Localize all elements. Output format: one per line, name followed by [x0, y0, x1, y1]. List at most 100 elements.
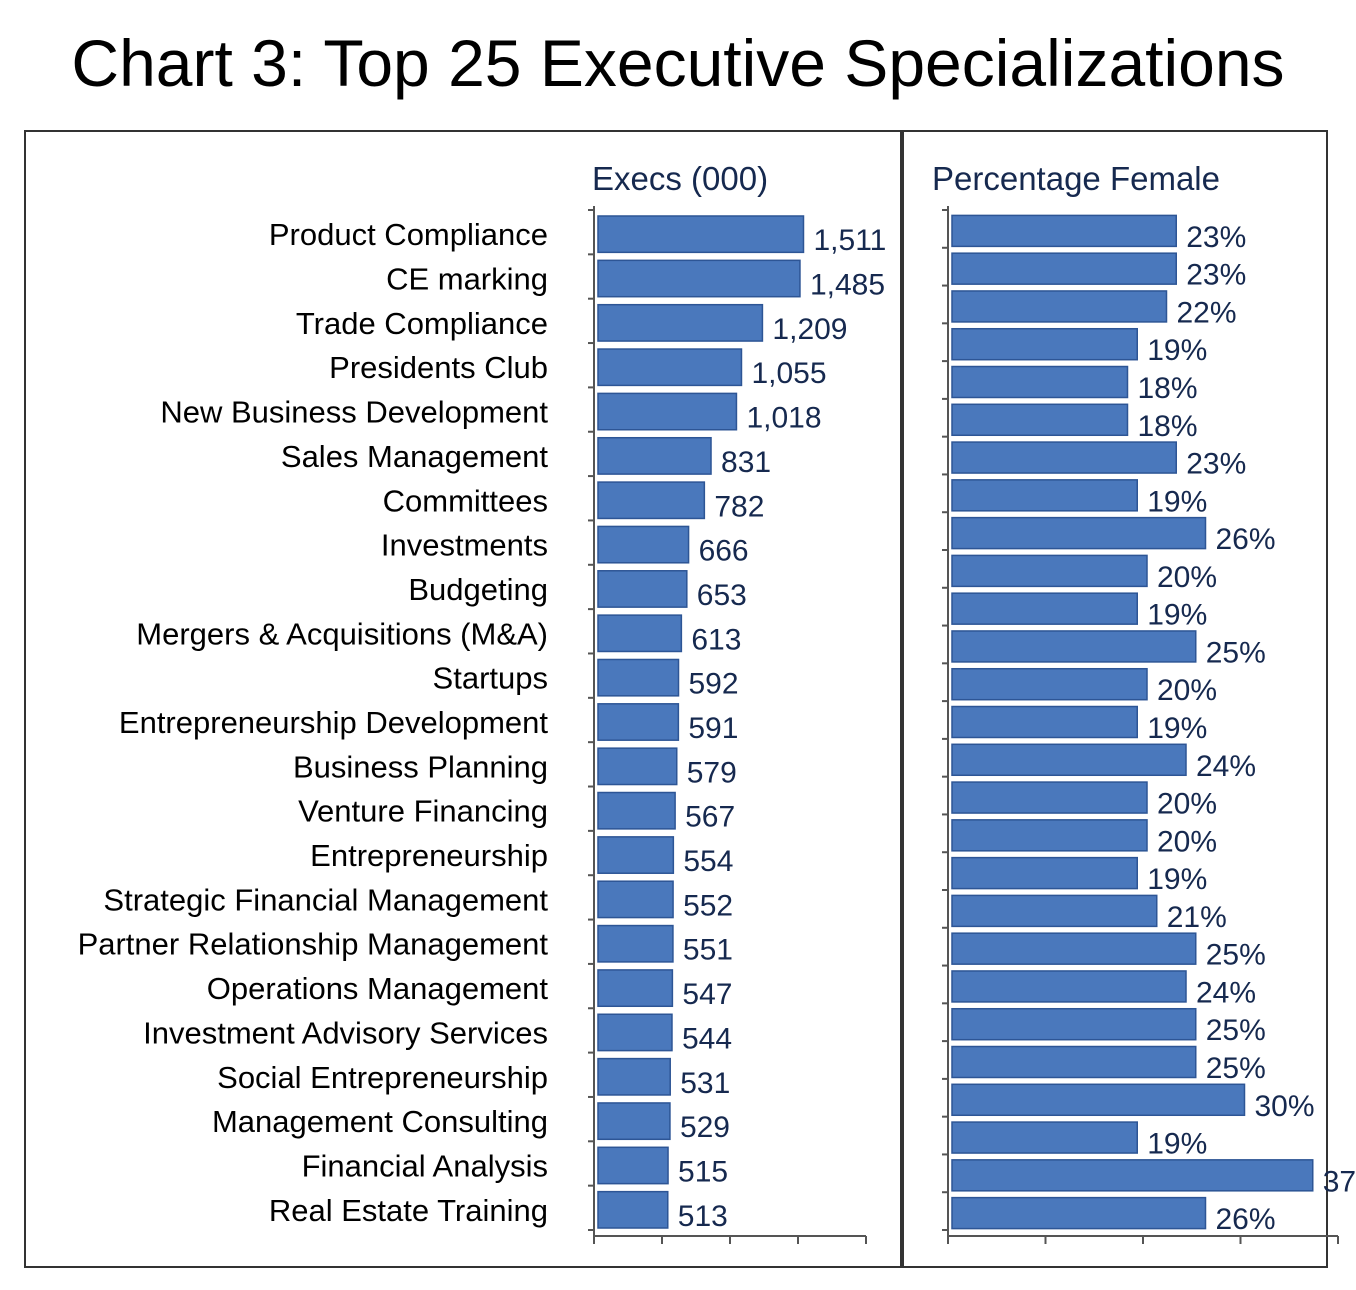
execs-category-label: New Business Development — [160, 395, 548, 430]
female-bar — [951, 743, 1187, 777]
execs-bar — [597, 570, 688, 608]
execs-panel — [24, 130, 902, 1268]
execs-value-label: 592 — [689, 668, 739, 701]
execs-value-label: 831 — [721, 446, 771, 479]
execs-axis-title: Execs (000) — [592, 160, 768, 197]
execs-category-label: Partner Relationship Management — [78, 927, 549, 962]
execs-category-label: Financial Analysis — [302, 1148, 548, 1183]
female-bar — [951, 592, 1138, 625]
execs-bar — [597, 215, 805, 254]
execs-value-label: 529 — [680, 1111, 730, 1144]
female-value-label: 25% — [1206, 636, 1266, 669]
execs-value-label: 579 — [687, 756, 737, 789]
female-bar — [951, 630, 1197, 663]
female-bar — [951, 781, 1148, 814]
female-bar — [951, 516, 1207, 550]
execs-category-label: Strategic Financial Management — [103, 882, 548, 917]
execs-bar — [597, 1102, 671, 1141]
execs-bar — [597, 836, 675, 874]
execs-bar — [597, 614, 683, 653]
execs-category-label: Presidents Club — [329, 350, 548, 385]
female-value-label: 23% — [1186, 221, 1246, 254]
execs-category-label: Venture Financing — [298, 794, 548, 829]
execs-bar — [597, 348, 743, 387]
female-bar — [951, 554, 1148, 588]
execs-value-label: 554 — [683, 845, 733, 878]
female-bar — [951, 1159, 1314, 1192]
female-value-label: 19% — [1147, 334, 1207, 367]
female-percentage-panel — [902, 130, 1328, 1268]
female-bar — [951, 1121, 1138, 1154]
female-value-label: 25% — [1206, 1052, 1266, 1085]
female-value-label: 20% — [1157, 674, 1217, 707]
female-value-label: 20% — [1157, 825, 1217, 858]
female-bar — [951, 1196, 1207, 1230]
execs-value-label: 1,055 — [751, 357, 826, 390]
female-bar — [951, 441, 1177, 474]
execs-bar — [597, 1013, 673, 1052]
execs-value-label: 666 — [699, 535, 749, 568]
female-value-label: 22% — [1177, 296, 1237, 329]
execs-bar — [597, 1190, 669, 1229]
female-value-label: 25% — [1206, 939, 1266, 972]
execs-bar — [597, 880, 674, 919]
execs-value-label: 653 — [697, 579, 747, 612]
female-value-label: 37% — [1323, 1165, 1356, 1198]
female-bar — [951, 214, 1177, 248]
execs-value-label: 544 — [682, 1022, 732, 1055]
execs-category-label: Budgeting — [408, 572, 548, 607]
execs-bar — [597, 1057, 671, 1096]
female-bar — [951, 932, 1197, 965]
execs-category-label: Entrepreneurship Development — [119, 705, 548, 740]
execs-bar — [597, 747, 678, 786]
execs-category-label: Product Compliance — [269, 217, 548, 252]
execs-category-label: Social Entrepreneurship — [217, 1060, 548, 1095]
execs-category-label: Business Planning — [293, 749, 548, 784]
female-value-label: 19% — [1147, 599, 1207, 632]
female-value-label: 25% — [1206, 1014, 1266, 1047]
female-bar — [951, 856, 1138, 890]
execs-category-label: Startups — [433, 661, 548, 696]
execs-bar — [597, 924, 674, 963]
female-bar — [951, 894, 1158, 928]
execs-value-label: 1,485 — [810, 269, 885, 302]
female-bar — [951, 819, 1148, 852]
female-value-label: 23% — [1186, 448, 1246, 481]
execs-category-label: CE marking — [386, 262, 548, 297]
female-bar — [951, 403, 1129, 437]
execs-category-label: Investments — [381, 528, 548, 563]
execs-bar — [597, 525, 690, 564]
female-axis-title: Percentage Female — [932, 160, 1220, 197]
female-value-label: 23% — [1186, 259, 1246, 292]
female-value-label: 18% — [1138, 372, 1198, 405]
female-bar — [951, 705, 1138, 739]
execs-value-label: 567 — [685, 801, 735, 834]
execs-value-label: 552 — [683, 889, 733, 922]
execs-value-label: 782 — [714, 490, 764, 523]
execs-value-label: 1,209 — [772, 313, 847, 346]
female-value-label: 30% — [1255, 1090, 1315, 1123]
female-value-label: 19% — [1147, 1128, 1207, 1161]
female-value-label: 20% — [1157, 788, 1217, 821]
execs-bar — [597, 436, 712, 475]
female-value-label: 26% — [1216, 523, 1276, 556]
execs-bar — [597, 791, 676, 830]
chart-title: Chart 3: Top 25 Executive Specialization… — [71, 26, 1285, 100]
female-value-label: 24% — [1196, 976, 1256, 1009]
execs-value-label: 551 — [683, 934, 733, 967]
female-value-label: 19% — [1147, 712, 1207, 745]
execs-category-label: Trade Compliance — [296, 306, 548, 341]
execs-value-label: 613 — [691, 623, 741, 656]
execs-value-label: 1,511 — [813, 224, 886, 257]
execs-value-label: 1,018 — [746, 402, 821, 435]
female-bar — [951, 365, 1129, 399]
female-value-label: 26% — [1216, 1203, 1276, 1236]
female-value-label: 18% — [1138, 410, 1198, 443]
execs-bar — [597, 1146, 669, 1185]
execs-bar — [597, 303, 764, 342]
execs-value-label: 513 — [678, 1200, 728, 1233]
female-bar — [951, 327, 1138, 361]
execs-category-label: Investment Advisory Services — [143, 1015, 548, 1050]
female-value-label: 24% — [1196, 750, 1256, 783]
